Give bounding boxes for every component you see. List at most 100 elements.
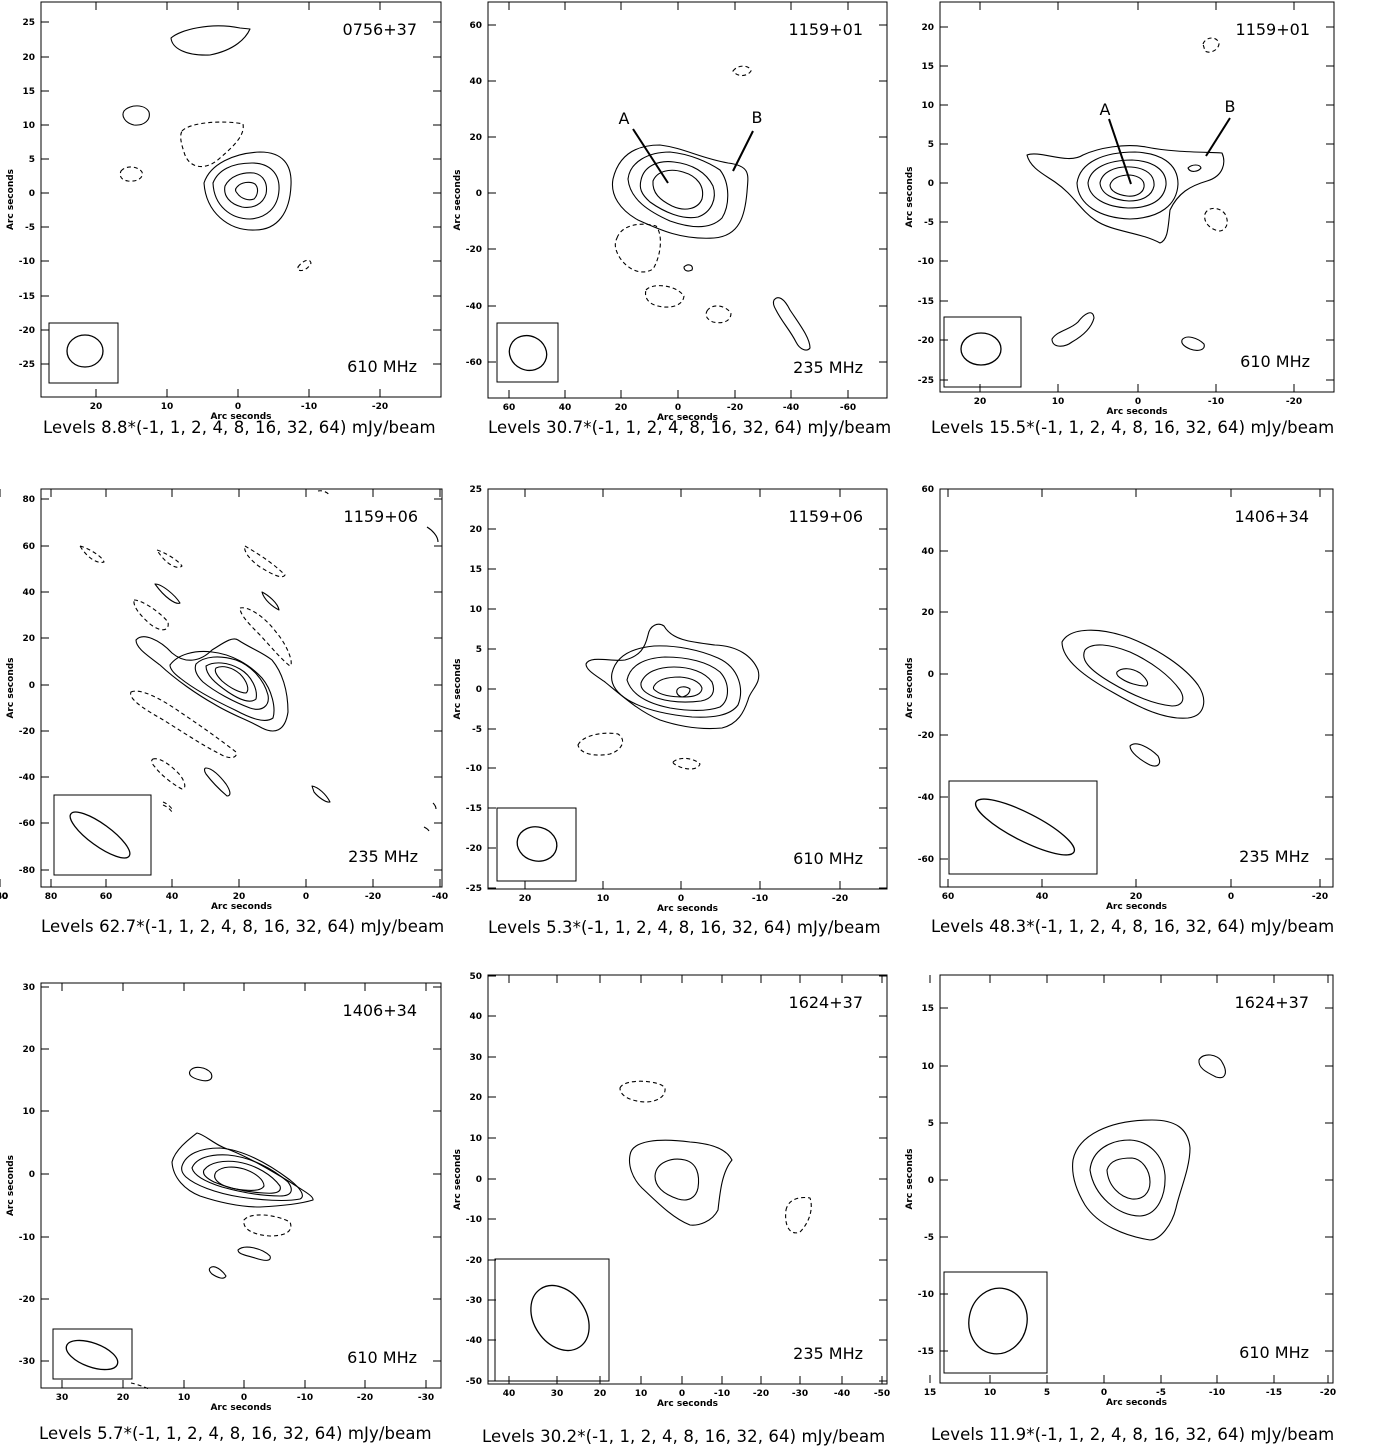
x-tick-label: -20: [372, 402, 388, 412]
positive-contour: [203, 151, 292, 231]
frequency-label: 235 MHz: [793, 358, 863, 377]
y-axis-label: Arc seconds: [453, 1149, 463, 1210]
positive-contour: [652, 676, 703, 698]
positive-contour: [1089, 1139, 1166, 1217]
x-tick-label: -5: [1156, 1388, 1166, 1398]
positive-contour: [237, 1246, 271, 1261]
x-tick-label: -10: [301, 402, 317, 412]
x-tick-label: 20: [117, 1393, 130, 1403]
x-tick-label: -20: [365, 892, 381, 902]
x-tick-label: 60: [942, 892, 955, 902]
x-axis-label: Arc seconds: [657, 413, 718, 423]
x-tick-label: 10: [984, 1388, 997, 1398]
positive-contour: [1051, 312, 1095, 347]
component-pointer: [732, 130, 754, 172]
positive-contour: [1187, 164, 1202, 172]
x-tick-label: 0: [675, 403, 681, 413]
beam-box: [48, 322, 119, 384]
y-tick-label: 40: [469, 1012, 482, 1022]
y-tick-label: 0: [928, 1176, 934, 1186]
x-tick-label: 20: [615, 403, 628, 413]
beam-box: [496, 807, 577, 882]
negative-contour: [297, 259, 312, 272]
positive-contour: [1099, 166, 1155, 202]
frequency-label: 610 MHz: [793, 849, 863, 868]
panel-7: 30 20 10 0 -10 -20 -30 30 20 10 0 -10 -20 -30 Arc seco…: [6, 982, 442, 1413]
positive-contour: [654, 1158, 700, 1201]
beam-box: [52, 1328, 133, 1380]
source-name: 1406+34: [1235, 507, 1309, 526]
contour-levels-caption: Levels 15.5*(-1, 1, 2, 4, 8, 16, 32, 64)…: [931, 418, 1335, 437]
x-tick-label: 20: [1130, 892, 1143, 902]
positive-contour: [135, 636, 289, 732]
x-tick-label: 30: [551, 1389, 564, 1399]
y-tick-label: -5: [472, 725, 482, 735]
x-tick-label: -60: [840, 403, 856, 413]
x-axis-label: Arc seconds: [1106, 902, 1167, 912]
contour-levels-caption: Levels 48.3*(-1, 1, 2, 4, 8, 16, 32, 64)…: [931, 917, 1335, 936]
y-tick-label: 80: [22, 495, 35, 505]
y-tick-label: 20: [22, 53, 35, 63]
source-name: 1624+37: [789, 993, 863, 1012]
negative-contour: [162, 801, 173, 813]
source-name: 1159+01: [1236, 20, 1310, 39]
y-tick-label: -40: [918, 793, 934, 803]
x-tick-label: 5: [1044, 1388, 1050, 1398]
y-axis-label: Arc seconds: [6, 1155, 16, 1216]
y-tick-label: -15: [466, 804, 482, 814]
y-axis-label: Arc seconds: [905, 657, 915, 718]
negative-contour: [156, 549, 183, 568]
y-tick-label: 10: [469, 605, 482, 615]
x-tick-label: 0: [303, 892, 309, 902]
x-tick-label: -20: [727, 403, 743, 413]
component-pointer: [1205, 117, 1231, 157]
x-tick-label: 0: [241, 1393, 247, 1403]
y-tick-label: -30: [466, 1296, 482, 1306]
negative-contour: [133, 599, 169, 631]
component-pointer: [1108, 118, 1132, 185]
x-tick-label: 10: [597, 894, 610, 904]
y-tick-label: -15: [918, 1347, 934, 1357]
plot-frame: [40, 1, 442, 398]
y-tick-label: 10: [22, 121, 35, 131]
y-tick-label: 20: [469, 1093, 482, 1103]
negative-contour: [1204, 207, 1228, 232]
y-tick-label: 25: [469, 485, 482, 495]
y-tick-label: -50: [466, 1377, 482, 1387]
positive-contour: [1083, 644, 1184, 707]
positive-contour: [203, 767, 231, 797]
positive-contour: [1106, 1157, 1151, 1200]
x-tick-label: -80: [0, 892, 8, 902]
y-axis-label: Arc seconds: [6, 169, 16, 230]
positive-contour: [640, 666, 715, 703]
component-label: A: [619, 109, 630, 128]
y-tick-label: 20: [22, 634, 35, 644]
beam-ellipse: [508, 334, 548, 372]
beam-ellipse: [516, 826, 558, 862]
beam-box: [494, 1258, 610, 1382]
positive-contour: [1072, 1119, 1191, 1241]
positive-contour: [676, 686, 691, 698]
y-tick-label: -10: [466, 764, 482, 774]
x-tick-label: 10: [178, 1393, 191, 1403]
x-tick-label: -60: [0, 892, 8, 902]
y-tick-label: -10: [466, 1215, 482, 1225]
x-tick-label: -20: [753, 1389, 769, 1399]
plot-frame: [487, 488, 888, 890]
x-tick-label: 15: [924, 1388, 937, 1398]
y-tick-label: -20: [466, 245, 482, 255]
positive-contour: [1109, 174, 1145, 197]
x-axis-label: Arc seconds: [210, 412, 271, 422]
contour-levels-caption: Levels 5.7*(-1, 1, 2, 4, 8, 16, 32, 64) …: [39, 1424, 432, 1443]
y-tick-label: -15: [918, 297, 934, 307]
source-name: 1406+34: [343, 1001, 417, 1020]
x-tick-label: 20: [233, 892, 246, 902]
negative-contour: [119, 166, 143, 182]
y-tick-label: -25: [19, 360, 35, 370]
negative-contour: [243, 1214, 292, 1237]
plot-frame: [487, 1, 888, 399]
y-tick-label: 0: [29, 1170, 35, 1180]
positive-contour: [652, 169, 704, 210]
